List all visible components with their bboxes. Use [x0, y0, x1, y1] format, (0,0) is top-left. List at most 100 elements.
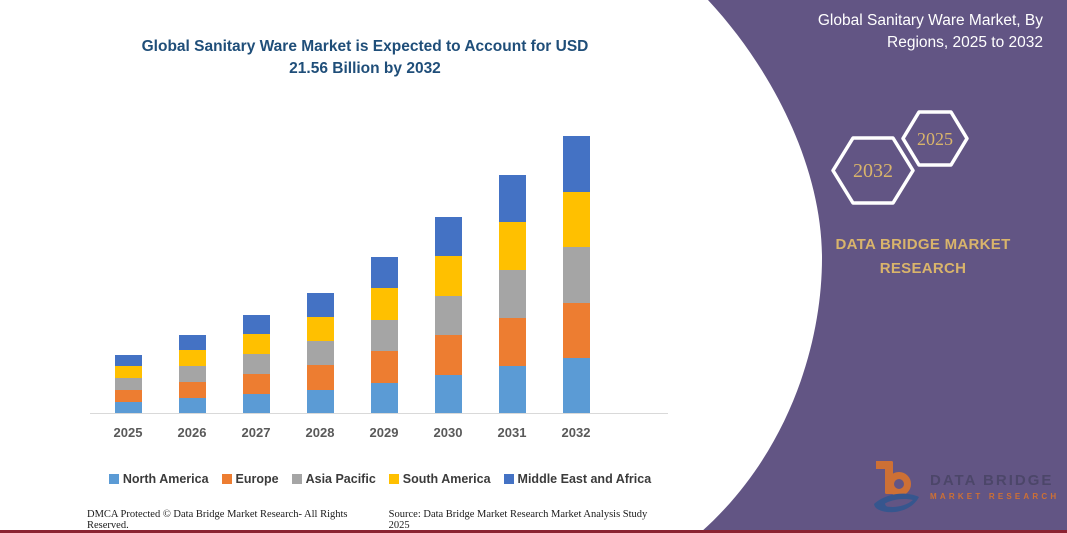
x-axis-label-2032: 2032 [561, 425, 591, 440]
segment-middle-east-and-africa [562, 136, 590, 192]
segment-south-america [242, 334, 270, 355]
segment-europe [242, 374, 270, 395]
segment-middle-east-and-africa [498, 174, 526, 223]
chart-footer: DMCA Protected © Data Bridge Market Rese… [87, 509, 668, 531]
stacked-bar-2025 [114, 354, 142, 414]
legend-item-middle-east-and-africa: Middle East and Africa [503, 472, 652, 486]
segment-europe [370, 351, 398, 383]
segment-south-america [434, 256, 462, 296]
segment-asia-pacific [370, 319, 398, 351]
segment-asia-pacific [114, 378, 142, 391]
legend-swatch-icon [221, 474, 232, 484]
bar-column-2028: 2028 [288, 120, 352, 440]
segment-europe [498, 318, 526, 367]
stacked-bar-2029 [370, 256, 398, 414]
brand-line1: DATA BRIDGE MARKET [835, 236, 1011, 253]
segment-south-america [178, 350, 206, 367]
source-text: Source: Data Bridge Market Research Mark… [388, 509, 648, 531]
bottom-accent-line [0, 530, 1067, 533]
segment-north-america [114, 402, 142, 414]
stacked-bar-2031 [498, 174, 526, 414]
chart-title-line2: 21.56 Billion by 2032 [289, 60, 441, 77]
bar-column-2027: 2027 [224, 120, 288, 440]
legend-item-south-america: South America [388, 472, 491, 486]
logo-title: DATA BRIDGE [930, 471, 1054, 489]
hexagon-year-badges: 2032 2025 [831, 110, 969, 205]
hexagon-label-2032: 2032 [853, 160, 893, 182]
stacked-bar-2032 [562, 136, 590, 414]
segment-asia-pacific [498, 270, 526, 319]
hexagon-outline-2025 [901, 110, 969, 167]
bar-column-2031: 2031 [480, 120, 544, 440]
logo-d-swoosh [874, 493, 919, 513]
logo-b-flag [876, 461, 887, 469]
x-axis-label-2030: 2030 [433, 425, 463, 440]
legend-label: North America [122, 472, 209, 486]
x-axis-label-2031: 2031 [497, 425, 527, 440]
segment-north-america [370, 382, 398, 414]
segment-north-america [498, 366, 526, 414]
bar-column-2029: 2029 [352, 120, 416, 440]
dbmr-logo: DATA BRIDGE MARKET RESEARCH [872, 455, 1062, 517]
segment-south-america [306, 316, 334, 342]
stacked-bar-2030 [434, 216, 462, 414]
segment-europe [114, 390, 142, 403]
segment-middle-east-and-africa [114, 354, 142, 367]
bar-columns: 2025 2026 2027 2028 2029 2030 2031 2032 [96, 120, 608, 440]
legend-item-asia-pacific: Asia Pacific [291, 472, 376, 486]
x-axis-label-2028: 2028 [305, 425, 335, 440]
x-axis-label-2026: 2026 [177, 425, 207, 440]
legend-label: Middle East and Africa [517, 472, 652, 486]
x-axis-label-2027: 2027 [241, 425, 271, 440]
segment-north-america [306, 389, 334, 414]
segment-asia-pacific [434, 295, 462, 335]
legend-swatch-icon [388, 474, 399, 484]
segment-north-america [562, 358, 590, 414]
bar-column-2025: 2025 [96, 120, 160, 440]
segment-middle-east-and-africa [370, 256, 398, 288]
segment-north-america [178, 398, 206, 414]
panel-header: Global Sanitary Ware Market, By Regions,… [733, 10, 1043, 54]
segment-europe [434, 335, 462, 375]
legend-label: Asia Pacific [305, 472, 376, 486]
legend-item-north-america: North America [108, 472, 209, 486]
segment-asia-pacific [306, 341, 334, 366]
brand-line2: RESEARCH [879, 260, 967, 277]
chart-title-line1: Global Sanitary Ware Market is Expected … [141, 38, 589, 55]
brand-wordmark: DATA BRIDGE MARKET RESEARCH [818, 233, 1028, 281]
dbmr-logo-mark [874, 461, 919, 513]
hexagon-label-2025: 2025 [917, 129, 953, 149]
legend-swatch-icon [291, 474, 302, 484]
segment-north-america [242, 394, 270, 414]
hexagon-outline-2032 [831, 136, 915, 205]
legend-label: Europe [235, 472, 279, 486]
segment-south-america [114, 366, 142, 379]
x-axis-label-2029: 2029 [369, 425, 399, 440]
bar-column-2032: 2032 [544, 120, 608, 440]
segment-europe [562, 302, 590, 359]
segment-middle-east-and-africa [242, 314, 270, 335]
stacked-bar-2027 [242, 314, 270, 414]
panel-header-line1: Global Sanitary Ware Market, By [817, 12, 1043, 29]
chart-legend: North America Europe Asia Pacific South Ame… [85, 472, 675, 486]
legend-swatch-icon [503, 474, 514, 484]
x-axis-label-2025: 2025 [113, 425, 143, 440]
logo-b-bowl [887, 472, 911, 496]
bar-column-2026: 2026 [160, 120, 224, 440]
segment-middle-east-and-africa [306, 292, 334, 317]
segment-north-america [434, 374, 462, 414]
stacked-bar-2026 [178, 334, 206, 414]
segment-middle-east-and-africa [178, 334, 206, 351]
segment-europe [178, 382, 206, 399]
segment-asia-pacific [562, 247, 590, 303]
logo-subtitle: MARKET RESEARCH [930, 491, 1060, 501]
stacked-bar-2028 [306, 292, 334, 414]
bar-chart-plot: 2025 2026 2027 2028 2029 2030 2031 2032 [90, 120, 668, 440]
segment-middle-east-and-africa [434, 216, 462, 256]
chart-title: Global Sanitary Ware Market is Expected … [85, 36, 645, 80]
segment-asia-pacific [178, 366, 206, 383]
bar-column-2030: 2030 [416, 120, 480, 440]
segment-south-america [562, 191, 590, 248]
legend-label: South America [402, 472, 491, 486]
